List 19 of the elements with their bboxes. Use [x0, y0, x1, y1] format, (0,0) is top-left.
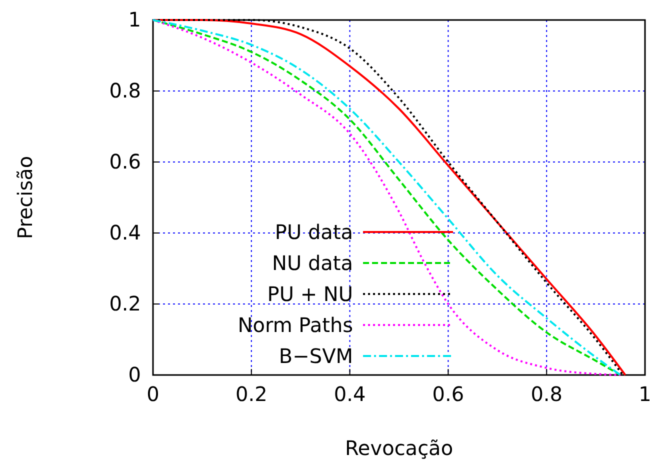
legend-label: Norm Paths — [238, 313, 354, 337]
legend-label: B−SVM — [278, 344, 354, 368]
y-tick-label: 1 — [128, 7, 141, 32]
y-tick-label: 0.2 — [109, 291, 141, 316]
legend-label: NU data — [272, 251, 354, 275]
x-axis-title: Revocação — [344, 436, 454, 460]
x-tick-label: 0.2 — [235, 382, 268, 406]
y-tick-label: 0.6 — [109, 149, 141, 174]
x-tick-label: 0.8 — [530, 382, 563, 406]
y-tick-label: 0.4 — [109, 220, 141, 244]
x-tick-label: 0.6 — [432, 382, 464, 406]
x-tick-label: 0.4 — [334, 382, 366, 406]
y-axis-title: Precisão — [13, 156, 37, 240]
legend-label: PU + NU — [267, 282, 354, 306]
legend-label: PU data — [274, 220, 354, 244]
y-tick-label: 0 — [128, 362, 141, 386]
y-tick-label: 0.8 — [109, 78, 141, 102]
x-tick-label: 1 — [638, 382, 651, 406]
x-tick-label: 0 — [146, 382, 160, 406]
